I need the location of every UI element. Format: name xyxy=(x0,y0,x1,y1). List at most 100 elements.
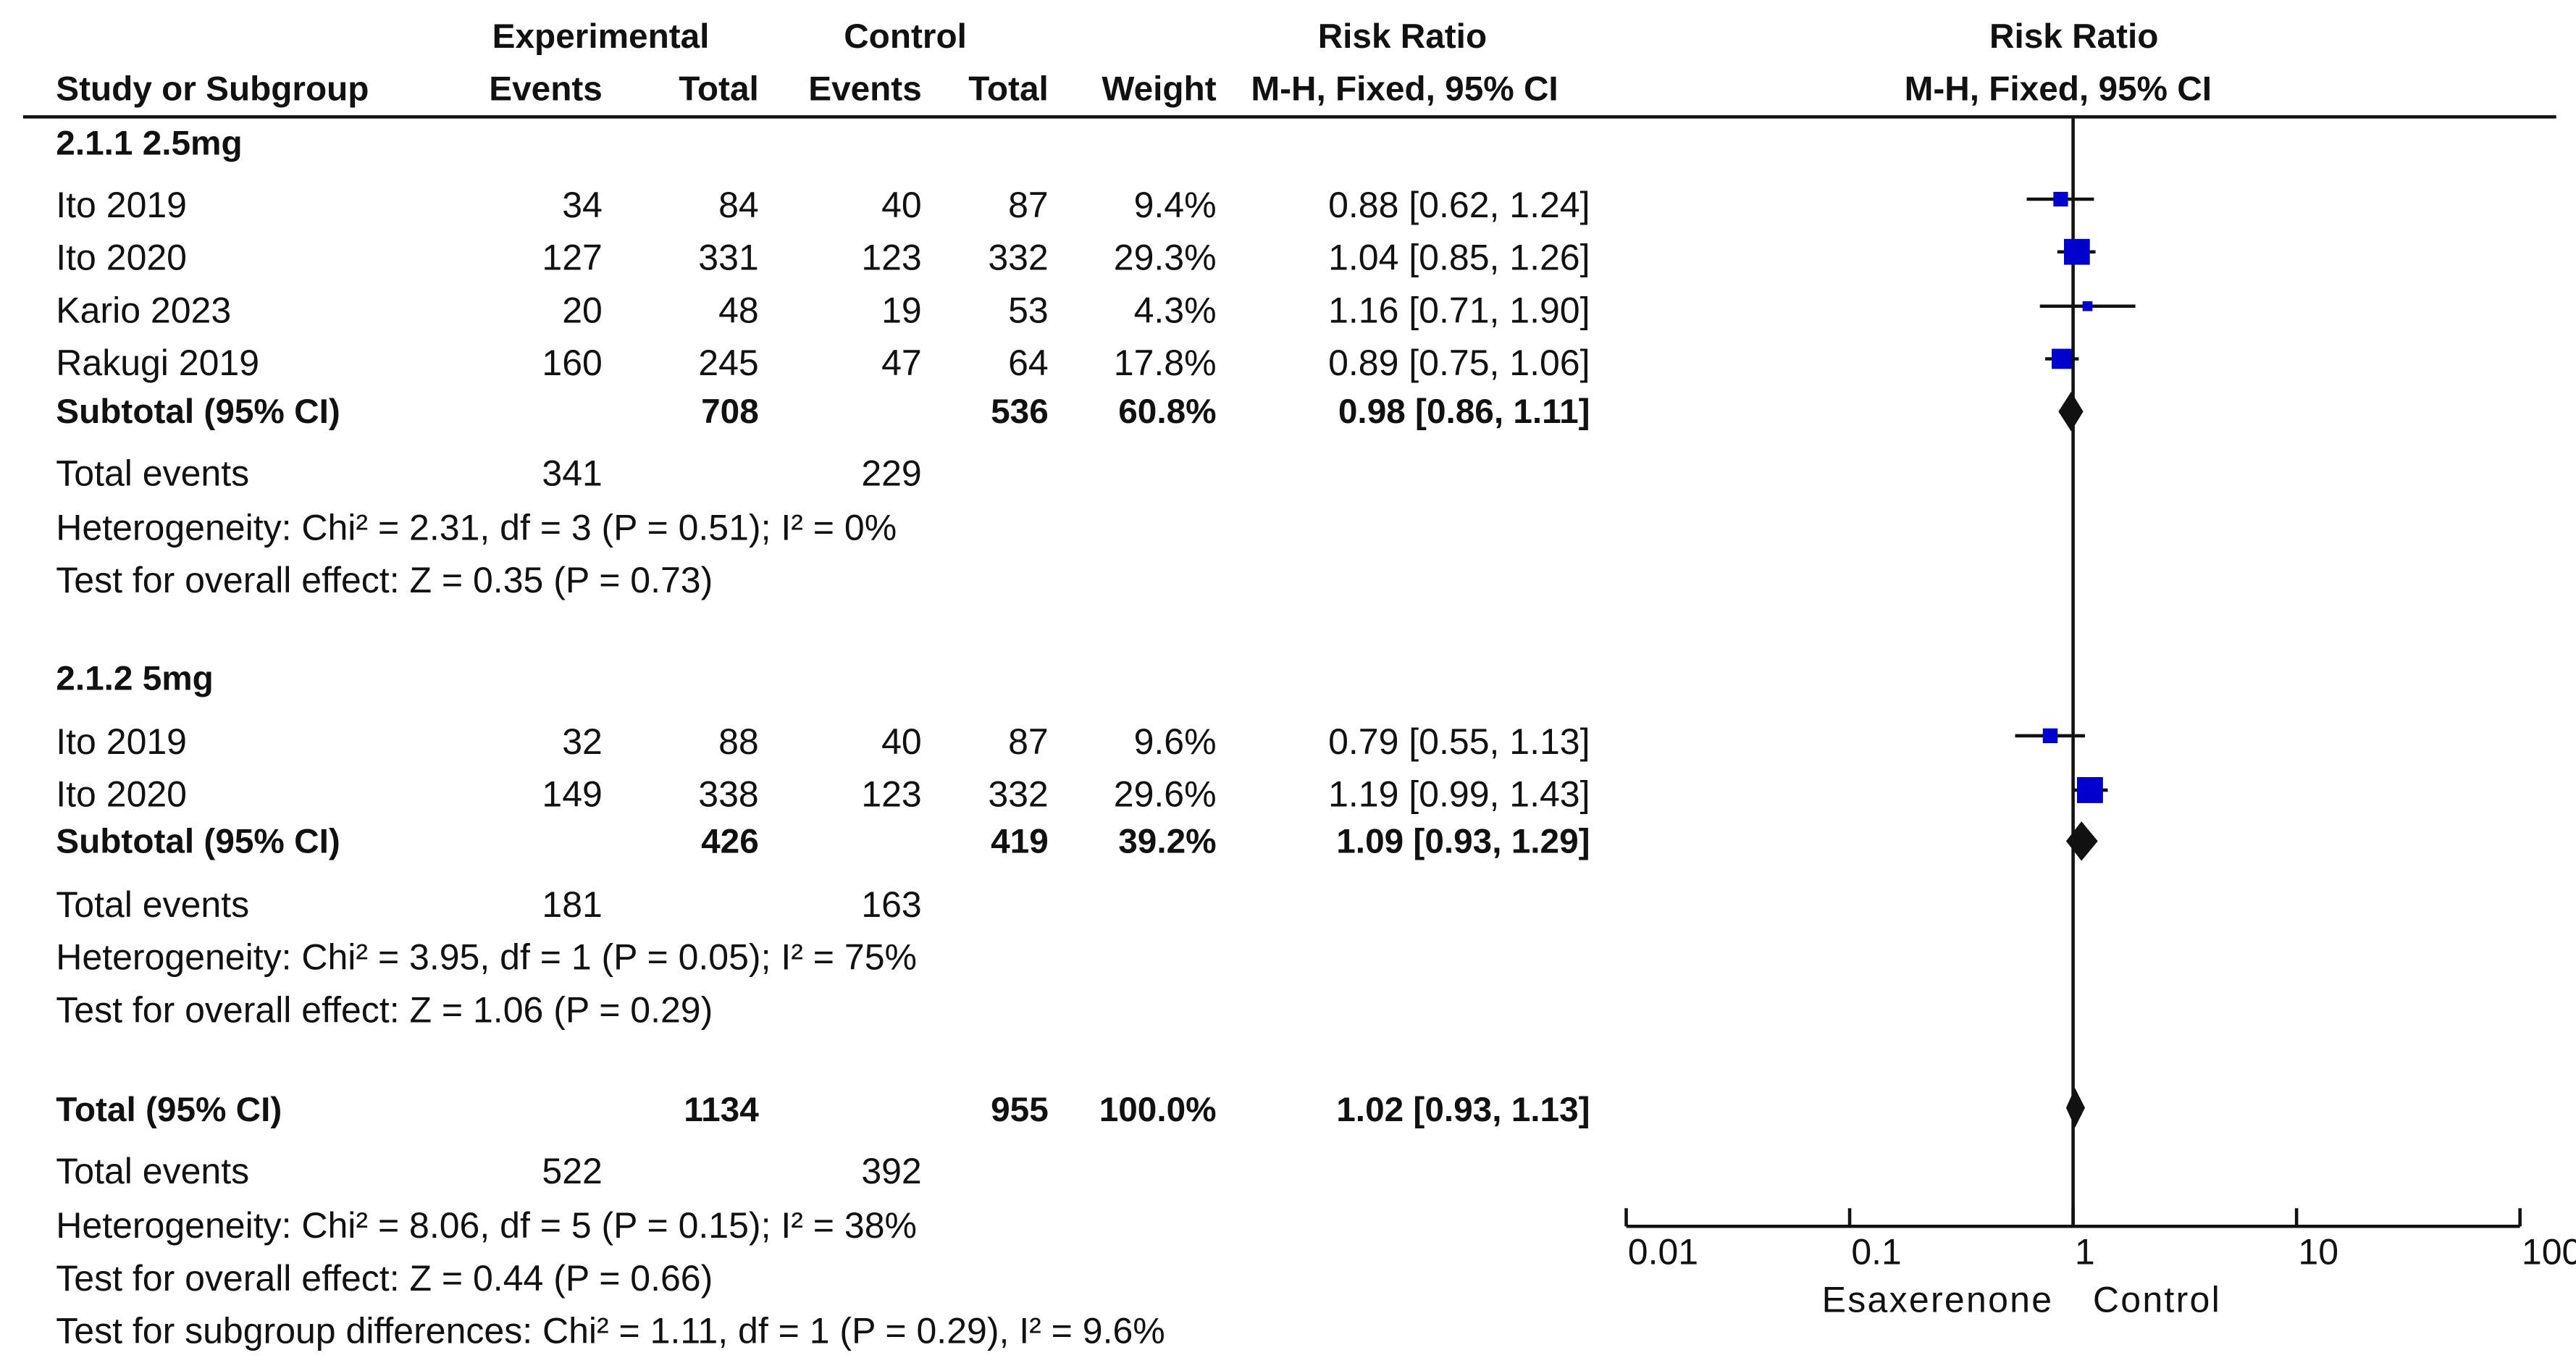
header-rule xyxy=(22,115,2556,119)
total-events-ctl: 163 xyxy=(861,884,922,926)
weight-value: 17.8% xyxy=(1113,342,1217,384)
subtotal-diamond xyxy=(2058,391,2084,432)
risk-ratio-ci: 0.79 [0.55, 1.13] xyxy=(1328,721,1590,763)
study-name: Ito 2019 xyxy=(56,721,187,763)
study-name: Ito 2020 xyxy=(56,773,187,816)
exp-events: 160 xyxy=(542,342,603,384)
total-diamond xyxy=(2065,1088,2085,1128)
exp-total: 48 xyxy=(718,290,759,331)
exp-events: 34 xyxy=(562,184,603,226)
subtotal-label: Subtotal (95% CI) xyxy=(56,823,340,861)
overall-effect-text: Test for overall effect: Z = 1.06 (P = 0… xyxy=(56,989,713,1031)
subtotal-exp-total: 708 xyxy=(701,393,759,432)
total-events-label: Total events xyxy=(56,884,250,926)
favours-right-label: Control xyxy=(2093,1279,2221,1320)
exp-events-header: Events xyxy=(489,70,603,109)
x-axis-tick-label: 1 xyxy=(2075,1232,2095,1273)
ctl-total: 87 xyxy=(1008,184,1049,226)
subtotal-weight: 39.2% xyxy=(1118,823,1217,861)
study-column-header: Study or Subgroup xyxy=(56,70,369,109)
x-axis-tick-label: 10 xyxy=(2298,1232,2338,1273)
total-exp-total: 1134 xyxy=(684,1091,759,1130)
total-label: Total (95% CI) xyxy=(56,1091,282,1130)
heterogeneity-text: Heterogeneity: Chi² = 3.95, df = 1 (P = … xyxy=(56,936,917,978)
weight-value: 9.6% xyxy=(1133,721,1217,763)
study-name: Kario 2023 xyxy=(56,290,232,331)
ctl-total: 332 xyxy=(988,237,1049,279)
study-marker xyxy=(2082,301,2093,311)
subtotal-diamond xyxy=(2065,821,2098,861)
risk-ratio-ci: 0.88 [0.62, 1.24] xyxy=(1328,184,1590,226)
ctl-total-header: Total xyxy=(968,70,1049,109)
total-events-label: Total events xyxy=(56,453,250,494)
risk-ratio-ci: 1.19 [0.99, 1.43] xyxy=(1328,773,1590,816)
weight-value: 4.3% xyxy=(1133,290,1217,331)
study-marker xyxy=(2076,777,2103,803)
total-events-ctl: 392 xyxy=(861,1150,922,1192)
study-name: Ito 2019 xyxy=(56,184,187,226)
ctl-events: 47 xyxy=(881,342,922,384)
risk-ratio-ci: 0.89 [0.75, 1.06] xyxy=(1328,342,1590,384)
study-marker xyxy=(2053,191,2068,207)
ctl-events: 123 xyxy=(861,773,922,816)
ctl-total: 332 xyxy=(988,773,1049,816)
weight-value: 29.6% xyxy=(1113,773,1217,816)
x-axis-tick-label: 0.1 xyxy=(1851,1232,1902,1273)
subtotal-label: Subtotal (95% CI) xyxy=(56,393,340,432)
total-events-label: Total events xyxy=(56,1150,250,1192)
exp-events: 149 xyxy=(542,773,603,816)
subtotal-ctl-total: 419 xyxy=(991,823,1049,861)
subtotal-ci: 0.98 [0.86, 1.11] xyxy=(1338,393,1590,432)
control-group-header: Control xyxy=(844,18,967,56)
ctl-total: 53 xyxy=(1008,290,1049,331)
experimental-group-header: Experimental xyxy=(492,18,710,56)
total-events-ctl: 229 xyxy=(861,453,922,494)
exp-total-header: Total xyxy=(679,70,759,109)
exp-total: 331 xyxy=(698,237,759,279)
favours-left-label: Esaxerenone xyxy=(1822,1279,2054,1320)
ctl-events: 19 xyxy=(881,290,922,331)
exp-total: 88 xyxy=(718,721,759,763)
overall-effect-text: Test for overall effect: Z = 0.35 (P = 0… xyxy=(56,559,713,601)
subtotal-exp-total: 426 xyxy=(701,823,759,861)
ctl-total: 64 xyxy=(1008,342,1049,384)
heterogeneity-text: Heterogeneity: Chi² = 8.06, df = 5 (P = … xyxy=(56,1204,917,1246)
study-name: Ito 2020 xyxy=(56,237,187,279)
weight-value: 29.3% xyxy=(1113,237,1217,279)
method-table-header: M-H, Fixed, 95% CI xyxy=(1251,70,1558,109)
risk-ratio-ci: 1.16 [0.71, 1.90] xyxy=(1328,290,1590,331)
ctl-events: 123 xyxy=(861,237,922,279)
subtotal-weight: 60.8% xyxy=(1118,393,1217,432)
study-name: Rakugi 2019 xyxy=(56,342,260,384)
exp-events: 127 xyxy=(542,237,603,279)
subgroup-title: 2.1.2 5mg xyxy=(56,660,214,698)
total-events-exp: 341 xyxy=(542,453,603,494)
risk-ratio-table-header: Risk Ratio xyxy=(1317,18,1488,56)
total-ci: 1.02 [0.93, 1.13] xyxy=(1336,1091,1590,1130)
exp-total: 84 xyxy=(718,184,759,226)
ctl-events: 40 xyxy=(881,721,922,763)
study-marker xyxy=(2064,238,2090,265)
study-marker xyxy=(2052,348,2072,369)
exp-total: 245 xyxy=(698,342,759,384)
risk-ratio-ci: 1.04 [0.85, 1.26] xyxy=(1328,237,1590,279)
ctl-events-header: Events xyxy=(808,70,922,109)
weight-value: 9.4% xyxy=(1133,184,1217,226)
risk-ratio-plot-header: Risk Ratio xyxy=(1989,18,2159,56)
total-weight: 100.0% xyxy=(1099,1091,1217,1130)
study-marker xyxy=(2042,728,2058,744)
total-events-exp: 181 xyxy=(542,884,603,926)
weight-header: Weight xyxy=(1102,70,1217,109)
exp-events: 20 xyxy=(562,290,603,331)
subtotal-ctl-total: 536 xyxy=(991,393,1049,432)
exp-events: 32 xyxy=(562,721,603,763)
subgroup-title: 2.1.1 2.5mg xyxy=(56,125,243,164)
total-events-exp: 522 xyxy=(542,1150,603,1192)
exp-total: 338 xyxy=(698,773,759,816)
ctl-total: 87 xyxy=(1008,721,1049,763)
subgroup-differences-text: Test for subgroup differences: Chi² = 1.… xyxy=(56,1310,1165,1351)
x-axis-tick-label: 100 xyxy=(2522,1232,2576,1273)
overall-effect-text: Test for overall effect: Z = 0.44 (P = 0… xyxy=(56,1257,713,1299)
